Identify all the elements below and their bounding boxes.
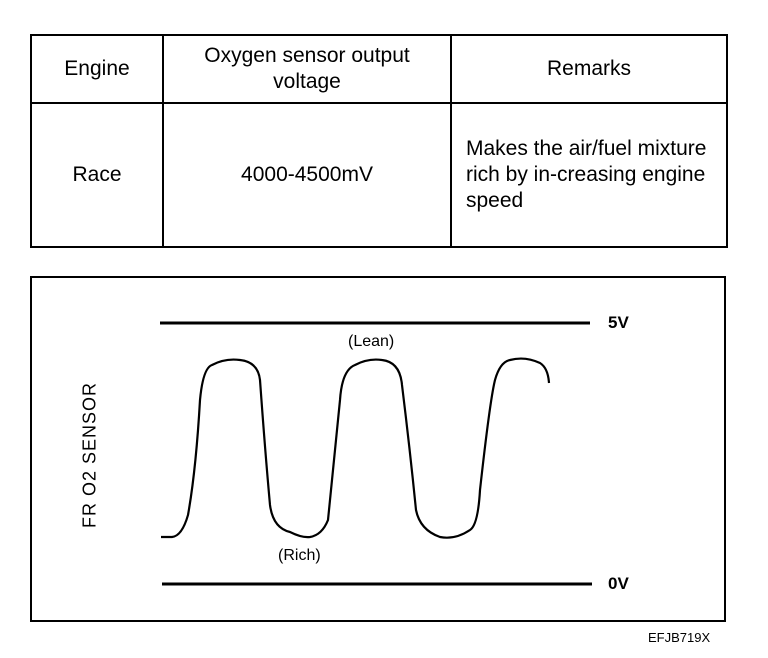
cell-engine: Race [30, 102, 164, 248]
o2-sensor-waveform-box [30, 276, 726, 622]
cell-remarks: Makes the air/fuel mixture rich by in-cr… [450, 102, 728, 248]
sensor-voltage-table: Engine Oxygen sensor output voltage Rema… [30, 34, 728, 248]
header-remarks: Remarks [450, 34, 728, 104]
table-header-row: Engine Oxygen sensor output voltage Rema… [30, 34, 728, 104]
header-voltage: Oxygen sensor output voltage [162, 34, 452, 104]
5v-label: 5V [608, 313, 629, 332]
figure-code: EFJB719X [648, 630, 711, 645]
lean-label: (Lean) [348, 333, 395, 350]
rich-label: (Rich) [278, 547, 321, 564]
table-row: Race 4000-4500mV Makes the air/fuel mixt… [30, 102, 728, 248]
axis-label: FR O2 SENSOR [79, 381, 100, 529]
cell-voltage: 4000-4500mV [162, 102, 452, 248]
header-engine: Engine [30, 34, 164, 104]
0v-label: 0V [608, 574, 629, 593]
sensor-waveform [161, 357, 551, 539]
